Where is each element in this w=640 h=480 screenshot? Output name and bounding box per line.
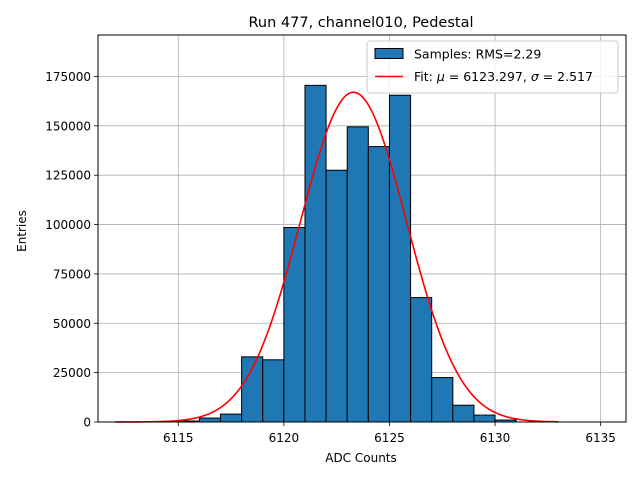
x-axis-label: ADC Counts (325, 451, 397, 465)
gaussian-fit-curve (114, 91, 559, 423)
histogram-bar (410, 297, 433, 423)
legend-fit-sigma-value: = 2.517 (539, 69, 593, 84)
legend-fit-mu-symbol: μ (436, 69, 445, 84)
y-tick-label: 175000 (45, 70, 91, 84)
histogram-bar (219, 413, 243, 423)
y-tick-label: 150000 (45, 119, 91, 133)
histogram-bar (262, 359, 285, 423)
legend-frame (366, 40, 619, 94)
legend-fit-sigma-symbol: σ (531, 69, 540, 84)
y-tick-label: 0 (83, 416, 91, 430)
x-tick-label: 6135 (585, 431, 616, 445)
fit-curve-layer (114, 91, 559, 423)
legend-fit-prefix: Fit: (414, 69, 437, 84)
histogram-bar (304, 84, 327, 423)
x-tick-label: 6125 (374, 431, 405, 445)
histogram-bar (241, 356, 264, 423)
legend: Samples: RMS=2.29 Fit: μ = 6123.297, σ =… (366, 40, 619, 94)
x-tick-label: 6115 (163, 431, 194, 445)
y-tick-label: 25000 (53, 366, 91, 380)
y-axis-label: Entries (15, 210, 29, 252)
legend-samples-swatch (374, 48, 404, 59)
y-tick-label: 75000 (53, 267, 91, 281)
histogram-bar (283, 227, 306, 423)
chart-title: Run 477, channel010, Pedestal (248, 15, 473, 31)
x-tick-label: 6130 (480, 431, 511, 445)
plot-frame (97, 34, 627, 423)
histogram-bar (473, 414, 496, 423)
y-tick-label: 100000 (45, 218, 91, 232)
y-tick-label: 125000 (45, 169, 91, 183)
x-tick-label: 6120 (269, 431, 300, 445)
histogram-bar (452, 404, 475, 423)
legend-fit-label: Fit: μ = 6123.297, σ = 2.517 (414, 69, 593, 84)
histogram-bar (388, 94, 412, 423)
histogram-bar (431, 377, 454, 423)
histogram-bar (325, 169, 348, 423)
legend-fit-mu-value: = 6123.297, (445, 69, 531, 84)
histogram-bar (198, 417, 221, 423)
axis-ticks: 6115 6120 6125 6130 6135 0 25000 50000 75000 1000… (45, 70, 616, 445)
histogram-bar (346, 126, 369, 423)
legend-samples-label: Samples: RMS=2.29 (414, 47, 541, 62)
histogram-bar (367, 146, 390, 423)
y-tick-label: 50000 (53, 317, 91, 331)
